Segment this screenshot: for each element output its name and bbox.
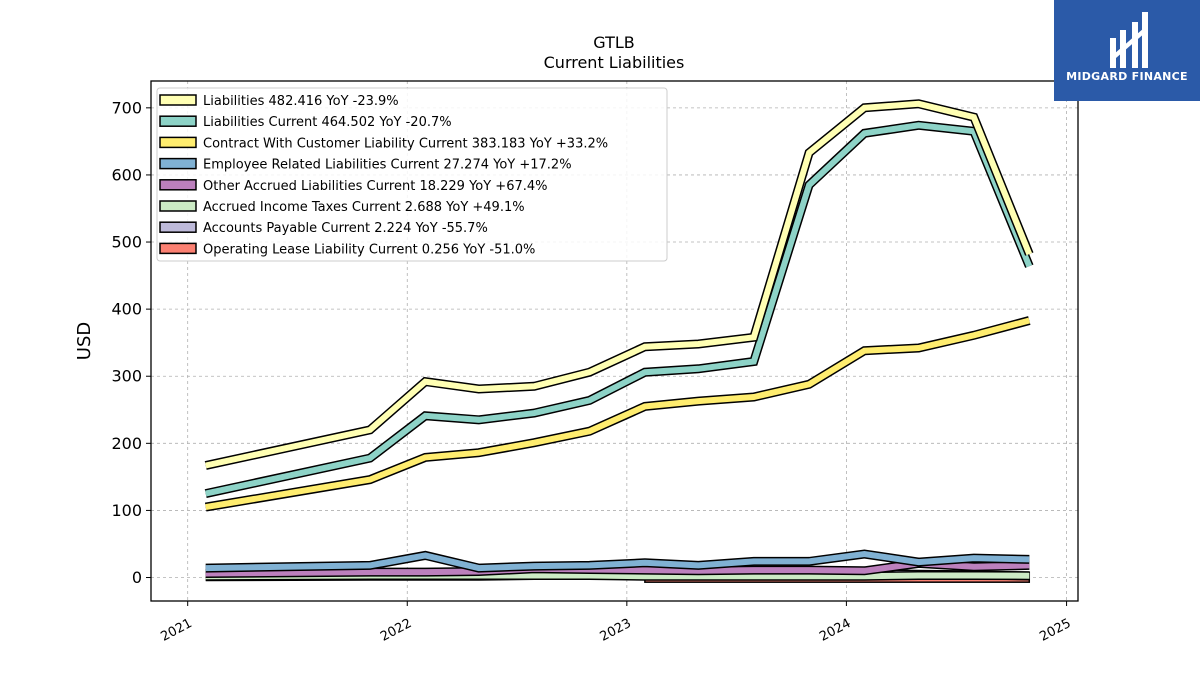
- brand-logo: MIDGARD FINANCE: [1054, 0, 1200, 101]
- chart-title: GTLB: [593, 33, 635, 52]
- axes: 0 100 200 300 400 500 600 700 2021 2022 2023 2024 20…: [111, 98, 1073, 644]
- legend-entry: Employee Related Liabilities Current 27.…: [203, 158, 572, 173]
- legend-entry: Accrued Income Taxes Current 2.688 YoY +…: [203, 200, 525, 215]
- y-tick-label: 200: [111, 434, 142, 453]
- legend-swatch: [159, 94, 197, 106]
- legend-entry: Accounts Payable Current 2.224 YoY -55.7…: [203, 221, 488, 236]
- y-tick-label: 700: [111, 98, 142, 117]
- brand-name: MIDGARD FINANCE: [1066, 70, 1188, 83]
- x-tick-label: 2021: [158, 616, 194, 645]
- legend-swatch: [159, 115, 197, 127]
- x-tick-label: 2024: [817, 616, 853, 645]
- legend-entry: Operating Lease Liability Current 0.256 …: [203, 242, 535, 257]
- x-tick-label: 2023: [598, 616, 634, 645]
- series-line: [205, 550, 1030, 572]
- x-tick-label: 2022: [378, 616, 414, 645]
- legend-box: [156, 87, 668, 262]
- y-axis-label: USD: [74, 322, 95, 360]
- legend-swatch: [159, 179, 197, 191]
- legend-swatch: [159, 136, 197, 149]
- legend-entry: Other Accrued Liabilities Current 18.229…: [203, 179, 548, 194]
- legend-entry: Liabilities Current 464.502 YoY -20.7%: [203, 115, 452, 130]
- legend-swatch: [159, 242, 197, 255]
- series-marks: [204, 99, 1034, 583]
- legend: Liabilities 482.416 YoY -23.9% Liabilitie…: [156, 87, 668, 262]
- chart-subtitle: Current Liabilities: [544, 53, 685, 72]
- series-line: [205, 100, 1033, 469]
- y-tick-label: 500: [111, 233, 142, 252]
- y-tick-label: 100: [111, 501, 142, 520]
- y-tick-label: 400: [111, 300, 142, 319]
- y-tick-label: 600: [111, 165, 142, 184]
- plot-frame: [150, 80, 1079, 602]
- y-tick-label: 0: [132, 568, 142, 587]
- legend-swatch: [159, 200, 197, 212]
- midgard-logo-icon: [1110, 12, 1148, 68]
- y-tick-label: 300: [111, 367, 142, 386]
- legend-swatch: [159, 157, 197, 170]
- series-line: [205, 317, 1031, 511]
- x-tick-label: 2025: [1037, 616, 1073, 645]
- legend-entry: Contract With Customer Liability Current…: [203, 136, 608, 151]
- series-line: [205, 122, 1033, 497]
- legend-entry: Liabilities 482.416 YoY -23.9%: [203, 94, 399, 109]
- legend-swatch: [159, 221, 197, 233]
